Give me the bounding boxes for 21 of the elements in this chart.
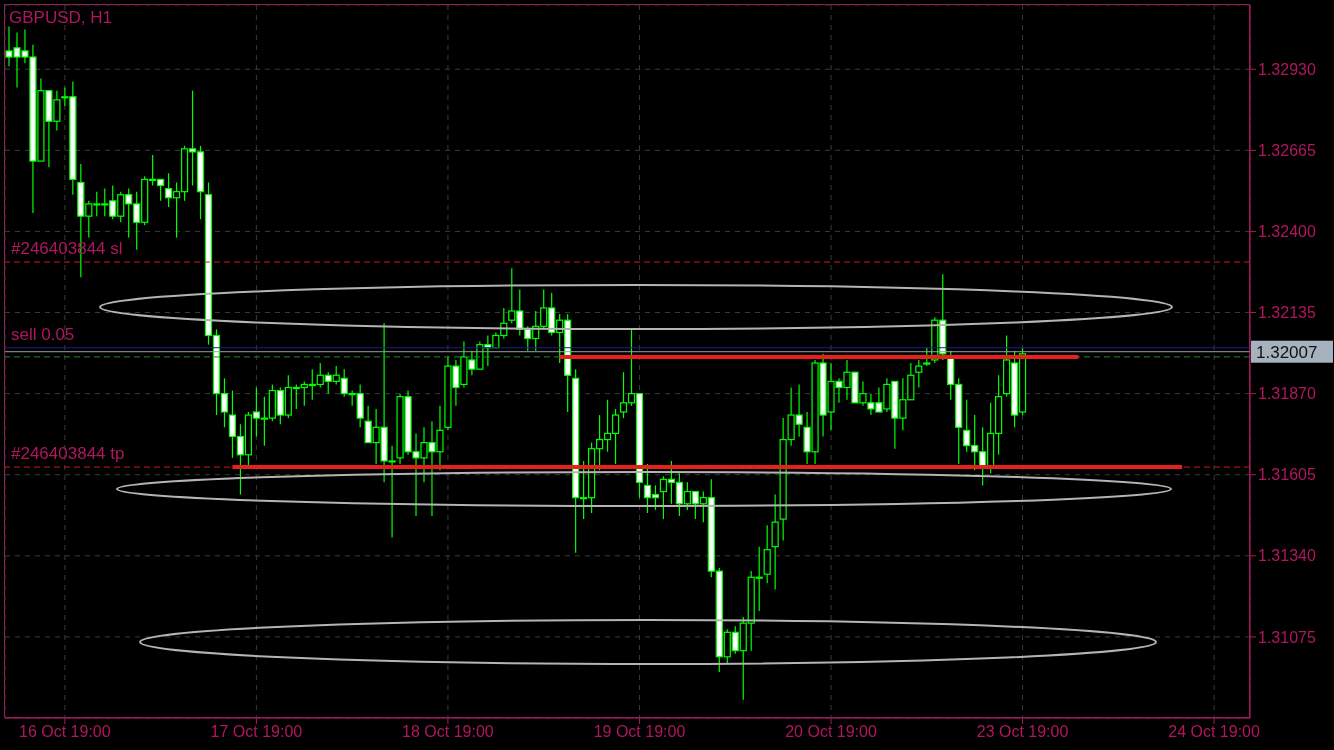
ref-line-label: #246403844 tp [11,444,125,464]
x-tick-label: 24 Oct 19:00 [1168,723,1260,741]
chart-title: GBPUSD, H1 [9,8,112,28]
y-tick-label: 1.32135 [1258,304,1316,322]
candlestick [923,347,931,367]
candlestick [915,359,923,389]
ref-line-label: sell 0.05 [11,324,75,344]
x-tick-label: 20 Oct 19:00 [785,723,877,741]
ref-line-label: 1.32007 [1256,342,1318,362]
x-tick-label: 16 Oct 19:00 [19,723,111,741]
x-tick-label: 19 Oct 19:00 [593,723,686,741]
y-tick-label: 1.32400 [1258,223,1316,241]
y-tick-label: 1.31605 [1258,466,1316,484]
y-tick-label: 1.32665 [1258,142,1316,160]
y-tick-label: 1.31340 [1258,547,1316,565]
y-tick-label: 1.31075 [1258,628,1316,646]
x-tick-label: 17 Oct 19:00 [210,723,303,741]
y-tick-label: 1.31870 [1258,385,1316,403]
y-tick-label: 1.32930 [1258,60,1316,78]
x-tick-label: 18 Oct 19:00 [402,723,494,741]
x-tick-label: 23 Oct 19:00 [976,723,1069,741]
